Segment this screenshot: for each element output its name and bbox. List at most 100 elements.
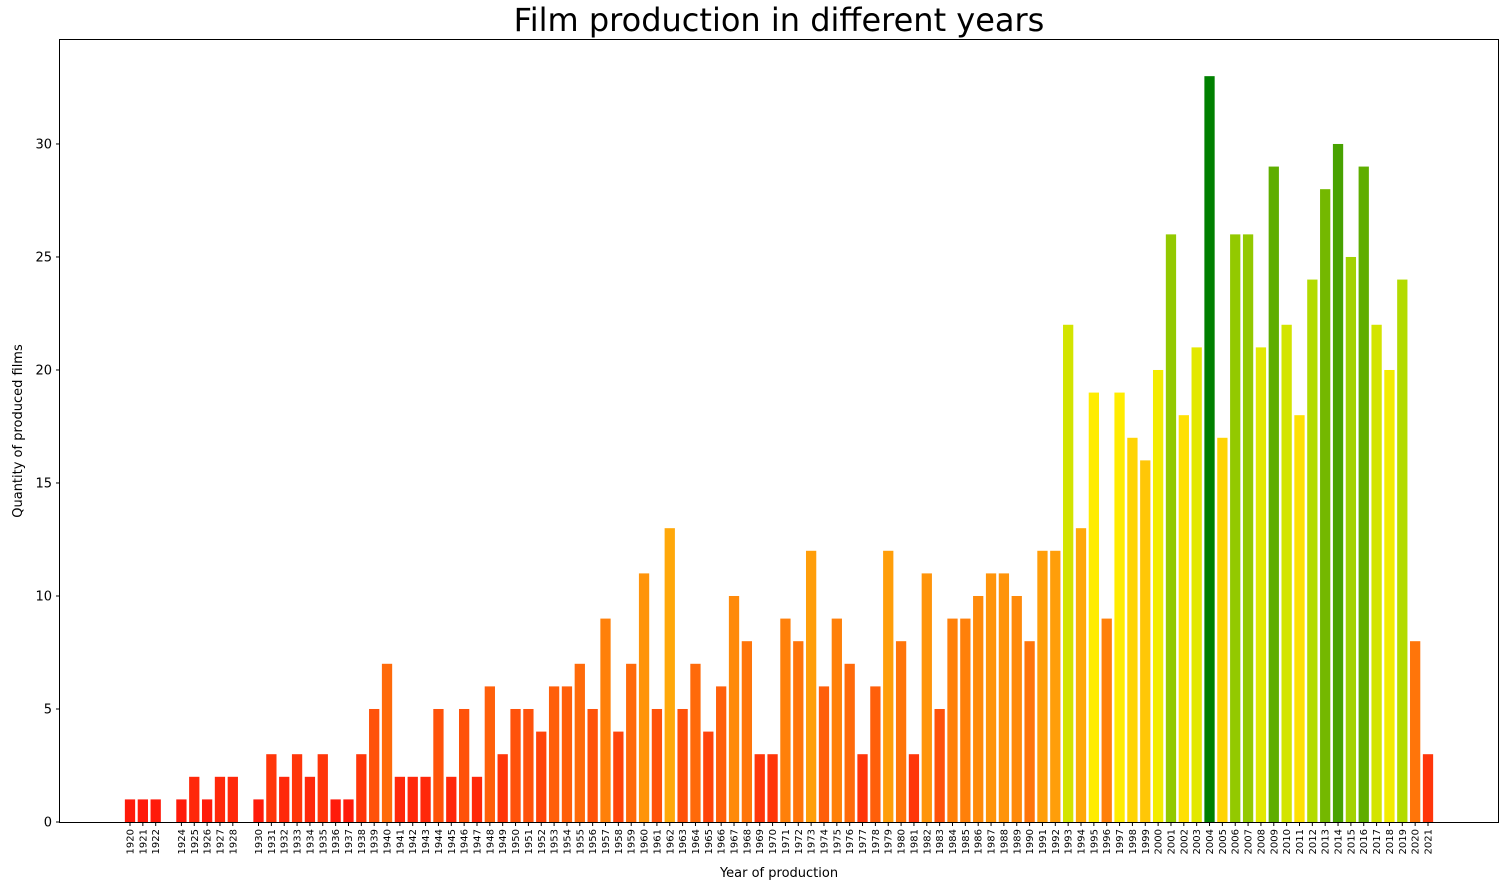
x-tick-label-1957: 1957 [601, 829, 612, 854]
x-tick-label-1958: 1958 [614, 829, 625, 854]
x-tick-label-1945: 1945 [447, 829, 458, 854]
x-tick-label-1921: 1921 [138, 829, 149, 854]
bar-1940 [381, 663, 393, 822]
bar-1957 [600, 618, 611, 822]
x-tick-label-1976: 1976 [845, 829, 856, 854]
x-tick-label-2014: 2014 [1334, 829, 1345, 854]
x-tick-label-1992: 1992 [1051, 829, 1062, 854]
bar-2003 [1191, 347, 1202, 822]
bar-2008 [1255, 347, 1267, 822]
x-tick-label-2004: 2004 [1205, 829, 1216, 854]
bar-1994 [1075, 528, 1087, 822]
bar-2011 [1294, 415, 1305, 822]
x-tick-label-1988: 1988 [999, 829, 1010, 854]
bar-1921 [137, 799, 148, 822]
bar-2012 [1307, 279, 1318, 822]
x-tick-label-1966: 1966 [717, 829, 728, 854]
bar-1934 [304, 776, 316, 822]
x-tick-label-1986: 1986 [974, 829, 985, 854]
bar-2020 [1410, 641, 1421, 822]
bar-2004 [1204, 76, 1215, 822]
x-tick-label-1928: 1928 [228, 829, 239, 854]
x-tick-label-1991: 1991 [1038, 829, 1049, 854]
x-tick-label-1987: 1987 [987, 829, 998, 854]
x-tick-label-1944: 1944 [434, 829, 445, 854]
x-tick-label-2012: 2012 [1308, 829, 1319, 854]
x-tick-label-1961: 1961 [652, 829, 663, 854]
bar-1951 [523, 708, 534, 822]
bar-2016 [1358, 166, 1369, 822]
x-tick-label-1993: 1993 [1064, 829, 1075, 854]
x-tick-label-1932: 1932 [280, 829, 291, 854]
y-tick-label-25: 25 [35, 250, 52, 265]
x-tick-label-2017: 2017 [1372, 829, 1383, 854]
bar-1980 [895, 641, 907, 822]
x-tick-label-1939: 1939 [370, 829, 381, 854]
bar-1964 [690, 663, 701, 822]
bar-1989 [1011, 595, 1022, 822]
bar-1954 [561, 686, 573, 822]
x-tick-label-1970: 1970 [768, 829, 779, 854]
bar-1953 [548, 686, 560, 822]
y-axis: 0 5 10 15 20 25 30 [35, 137, 60, 831]
bar-1939 [369, 708, 380, 822]
bar-1970 [767, 754, 778, 822]
bar-1935 [317, 754, 328, 822]
bar-1927 [214, 776, 226, 822]
x-tick-label-1949: 1949 [498, 829, 509, 854]
bar-1983 [934, 708, 945, 822]
bar-1947 [471, 776, 483, 822]
x-tick-label-2013: 2013 [1321, 829, 1332, 854]
bar-2007 [1242, 234, 1254, 822]
x-tick-label-2002: 2002 [1179, 829, 1190, 854]
bar-1992 [1050, 550, 1061, 822]
x-tick-label-1955: 1955 [575, 829, 586, 854]
y-tick-label-5: 5 [44, 702, 52, 717]
bar-1937 [343, 799, 354, 822]
bar-1976 [844, 663, 855, 822]
bar-1925 [189, 776, 200, 822]
x-tick-label-1996: 1996 [1102, 829, 1113, 854]
x-tick-label-1989: 1989 [1012, 829, 1023, 854]
x-tick-label-1980: 1980 [897, 829, 908, 854]
x-tick-label-1997: 1997 [1115, 829, 1126, 854]
bar-1960 [638, 573, 650, 822]
x-axis-label: Year of production [719, 866, 838, 881]
y-tick-label-30: 30 [35, 137, 52, 152]
bar-1996 [1101, 618, 1112, 822]
bar-2002 [1178, 415, 1189, 822]
bar-1956 [587, 708, 598, 822]
y-tick-label-10: 10 [35, 589, 52, 604]
x-tick-label-1937: 1937 [344, 829, 355, 854]
x-tick-label-1952: 1952 [537, 829, 548, 854]
bar-1999 [1140, 460, 1151, 822]
x-tick-label-1920: 1920 [126, 829, 137, 854]
x-tick-label-1941: 1941 [395, 829, 406, 854]
x-tick-label-1926: 1926 [203, 829, 214, 854]
x-tick-label-1982: 1982 [922, 829, 933, 854]
x-tick-label-1924: 1924 [177, 829, 188, 854]
bar-1943 [420, 776, 431, 822]
x-axis: 1920 1921 1922 1924 1925 1926 1927 1928 1930 1931… [126, 822, 1435, 854]
y-tick-label-15: 15 [35, 476, 52, 491]
x-tick-label-1922: 1922 [151, 829, 162, 854]
x-tick-label-1953: 1953 [550, 829, 561, 854]
bar-1987 [985, 573, 997, 822]
x-tick-label-1942: 1942 [408, 829, 419, 854]
y-tick-label-20: 20 [35, 363, 52, 378]
bar-1932 [279, 776, 290, 822]
bar-1991 [1037, 550, 1048, 822]
bar-2000 [1152, 369, 1164, 822]
x-tick-label-1994: 1994 [1077, 829, 1088, 854]
chart-title: Film production in different years [514, 1, 1045, 39]
bar-1963 [677, 708, 688, 822]
x-tick-label-2005: 2005 [1218, 829, 1229, 854]
x-tick-label-1978: 1978 [871, 829, 882, 854]
x-tick-label-1940: 1940 [383, 829, 394, 854]
plot-frame [59, 39, 1499, 823]
bar-2018 [1384, 369, 1395, 822]
bar-1930 [253, 799, 264, 822]
bar-1971 [780, 618, 791, 822]
bar-1968 [741, 641, 753, 822]
